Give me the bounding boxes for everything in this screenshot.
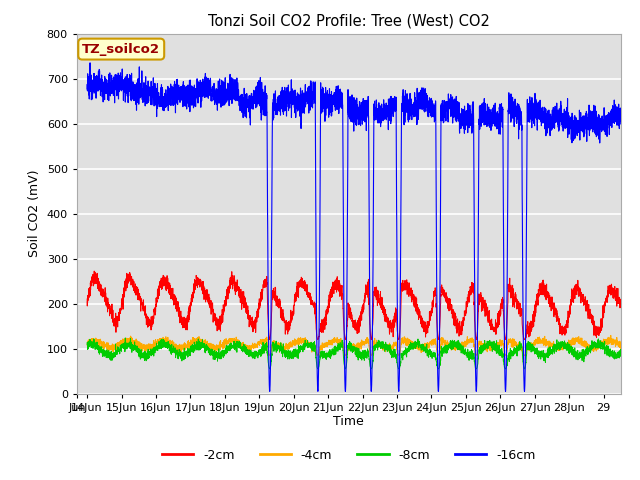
- X-axis label: Time: Time: [333, 415, 364, 429]
- Legend: -2cm, -4cm, -8cm, -16cm: -2cm, -4cm, -8cm, -16cm: [157, 444, 541, 467]
- Title: Tonzi Soil CO2 Profile: Tree (West) CO2: Tonzi Soil CO2 Profile: Tree (West) CO2: [208, 13, 490, 28]
- Y-axis label: Soil CO2 (mV): Soil CO2 (mV): [28, 170, 41, 257]
- Text: TZ_soilco2: TZ_soilco2: [82, 43, 160, 56]
